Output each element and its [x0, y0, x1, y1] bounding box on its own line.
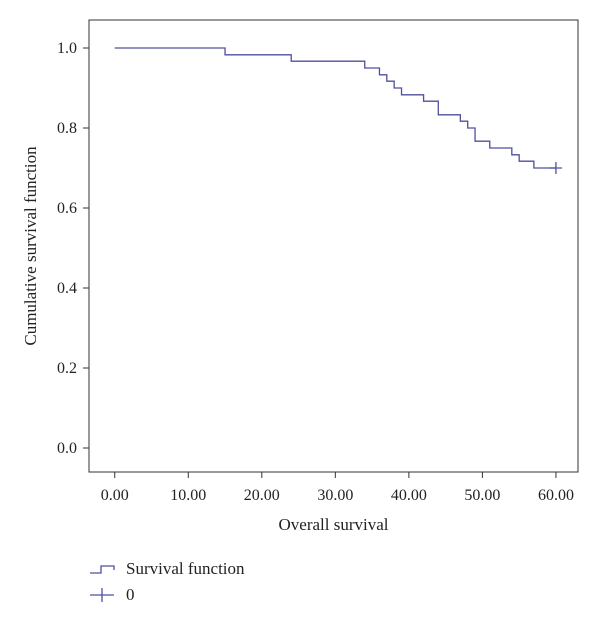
legend-step-swatch	[90, 565, 115, 574]
y-tick-label: 0.2	[57, 360, 77, 377]
x-tick-label: 40.00	[391, 487, 427, 504]
y-tick-label: 0.4	[57, 280, 77, 297]
series-layer	[114, 47, 562, 174]
survival-function-step-line	[114, 47, 556, 169]
y-tick-label: 1.0	[57, 40, 77, 57]
x-tick-label: 60.00	[538, 487, 574, 504]
legend-label-censored: 0	[126, 585, 135, 604]
plot-frame	[88, 19, 579, 473]
x-axis: 0.00 10.00 20.00 30.00 40.00 50.00 60.00	[101, 472, 574, 504]
legend-label-survival-function: Survival function	[126, 559, 245, 578]
y-axis: 0.0 0.2 0.4 0.6 0.8 1.0	[57, 40, 89, 457]
x-tick-label: 50.00	[464, 487, 500, 504]
censored-marker	[549, 162, 562, 174]
y-tick-label: 0.8	[57, 120, 77, 137]
y-tick-label: 0.0	[57, 440, 77, 457]
legend-plus-swatch	[90, 588, 114, 602]
x-tick-label: 20.00	[244, 487, 280, 504]
legend-item-survival-function: Survival function	[88, 556, 245, 582]
x-axis-title: Overall survival	[279, 515, 389, 534]
legend: Survival function 0	[88, 556, 245, 608]
x-tick-label: 10.00	[170, 487, 206, 504]
legend-item-censored: 0	[88, 582, 245, 608]
y-axis-title: Cumulative survival function	[21, 146, 40, 346]
x-tick-label: 0.00	[101, 487, 129, 504]
x-tick-label: 30.00	[317, 487, 353, 504]
y-tick-label: 0.6	[57, 200, 77, 217]
